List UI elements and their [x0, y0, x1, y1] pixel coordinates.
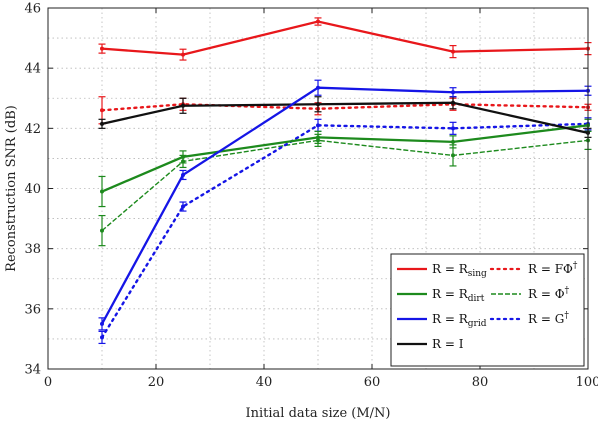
legend-entry-label: R = G† — [528, 311, 569, 326]
x-tick-label: 80 — [472, 375, 489, 390]
data-point — [451, 90, 455, 94]
series-4 — [99, 97, 592, 124]
y-tick-label: 38 — [24, 242, 41, 257]
x-tick-label: 20 — [148, 375, 165, 390]
data-point — [316, 135, 320, 139]
y-tick-label: 40 — [24, 182, 41, 197]
y-tick-label: 34 — [24, 363, 41, 378]
data-point — [100, 108, 104, 112]
legend-entry-label: R = FΦ† — [528, 261, 578, 276]
series-0 — [99, 18, 592, 60]
series-line — [102, 140, 588, 230]
data-point — [451, 126, 455, 130]
data-point — [181, 155, 185, 159]
y-tick-label: 36 — [24, 302, 41, 317]
data-point — [100, 122, 104, 126]
y-tick-label: 46 — [24, 2, 41, 17]
x-tick-label: 0 — [44, 375, 52, 390]
data-point — [316, 20, 320, 24]
data-point — [181, 53, 185, 57]
x-tick-label: 40 — [256, 375, 273, 390]
data-point — [316, 86, 320, 90]
data-point — [100, 229, 104, 233]
data-point — [100, 190, 104, 194]
data-point — [181, 205, 185, 209]
data-point — [100, 335, 104, 339]
data-point — [451, 153, 455, 157]
x-axis-label: Initial data size (M/N) — [246, 406, 391, 421]
data-point — [451, 50, 455, 54]
data-point — [451, 101, 455, 105]
legend-entry-label: R = Φ† — [528, 286, 570, 301]
y-tick-label: 42 — [24, 122, 41, 137]
x-tick-label: 100 — [576, 375, 598, 390]
y-axis-label: Reconstruction SNR (dB) — [4, 105, 19, 272]
x-tick-label: 60 — [364, 375, 381, 390]
data-point — [181, 173, 185, 177]
data-point — [100, 322, 104, 326]
data-point — [316, 123, 320, 127]
data-point — [451, 140, 455, 144]
y-tick-label: 44 — [24, 62, 41, 77]
data-point — [316, 102, 320, 106]
series-3 — [99, 97, 592, 138]
data-point — [181, 104, 185, 108]
data-point — [100, 47, 104, 51]
legend-entry-label: R = I — [432, 337, 464, 351]
